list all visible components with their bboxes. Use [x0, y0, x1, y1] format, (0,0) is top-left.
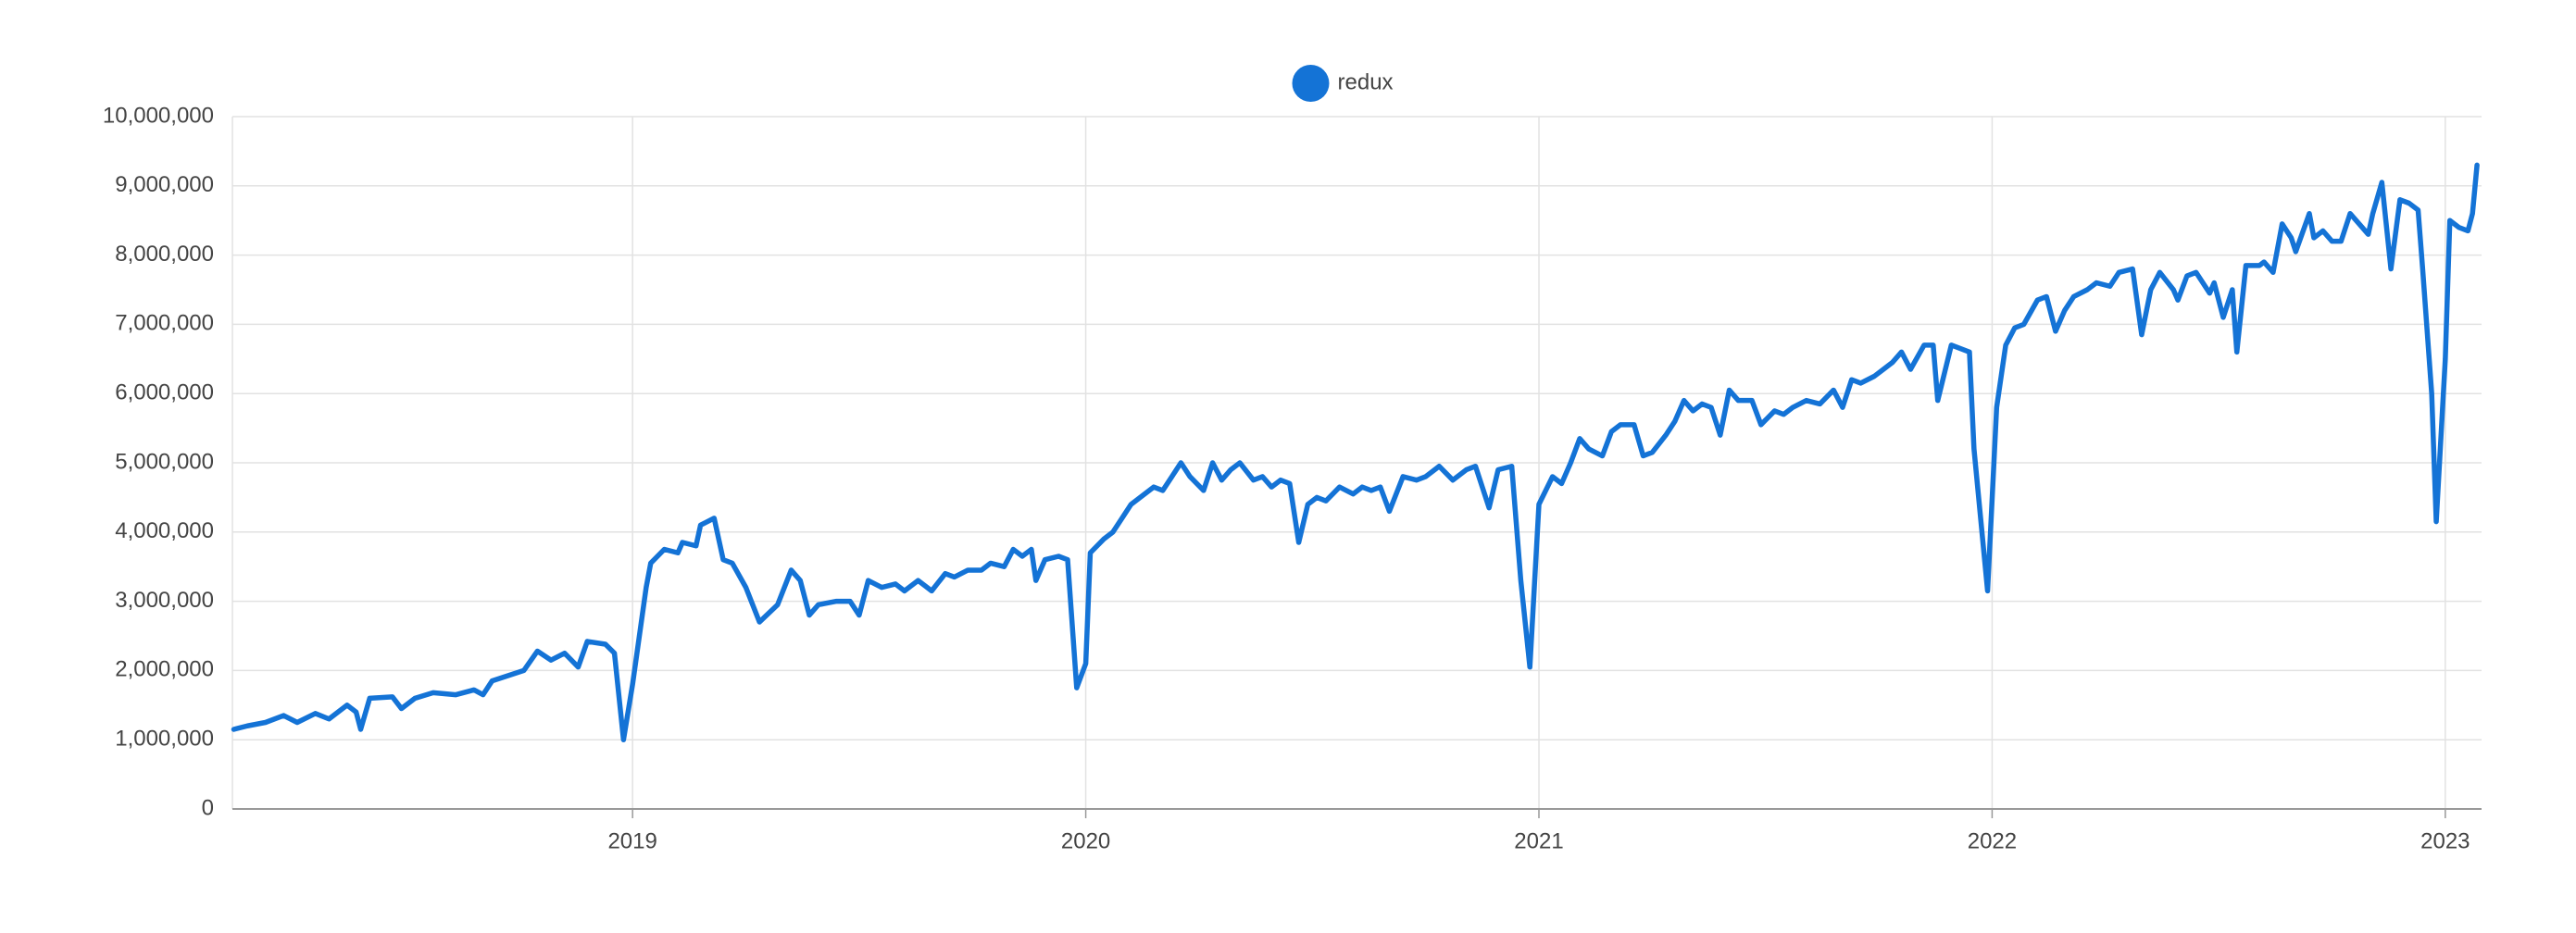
y-tick-label: 0	[202, 795, 214, 820]
y-tick-label: 10,000,000	[103, 103, 214, 128]
x-tick-label: 2021	[1514, 828, 1563, 853]
y-tick-label: 1,000,000	[115, 727, 214, 752]
series-line	[231, 162, 2480, 742]
legend-label: redux	[1338, 69, 1394, 94]
y-tick-label: 5,000,000	[115, 449, 214, 474]
y-tick-label: 6,000,000	[115, 380, 214, 405]
x-tick-label: 2023	[2420, 828, 2470, 853]
y-tick-label: 2,000,000	[115, 657, 214, 682]
legend-marker	[1292, 65, 1330, 102]
y-tick-label: 8,000,000	[115, 242, 214, 267]
y-tick-label: 9,000,000	[115, 172, 214, 197]
y-tick-label: 7,000,000	[115, 311, 214, 336]
x-tick-label: 2022	[1968, 828, 2017, 853]
y-tick-label: 4,000,000	[115, 518, 214, 543]
y-tick-label: 3,000,000	[115, 588, 214, 613]
x-tick-label: 2020	[1061, 828, 1110, 853]
x-tick-label: 2019	[607, 828, 657, 853]
